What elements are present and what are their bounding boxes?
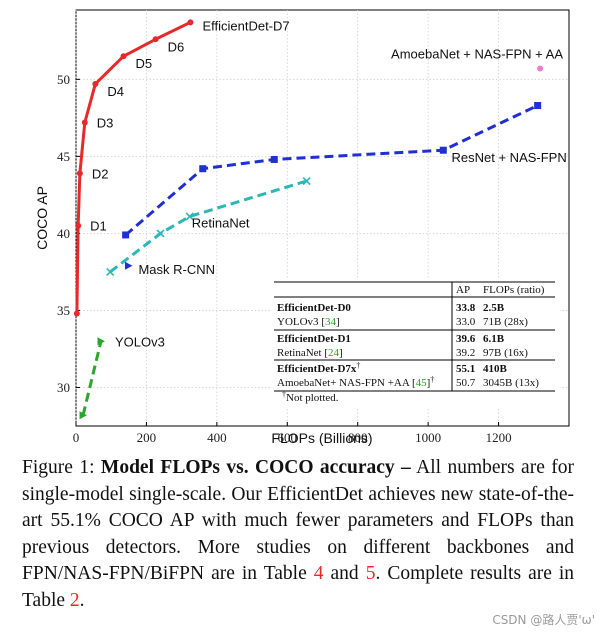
- table-ref-link[interactable]: 4: [313, 563, 324, 584]
- table-row-ap: 39.2: [456, 347, 475, 359]
- series-point: [97, 337, 106, 346]
- x-tick-label: 800: [348, 430, 368, 445]
- table-header-ap: AP: [456, 284, 470, 296]
- x-tick-label: 600: [278, 430, 298, 445]
- series-point: [185, 212, 194, 221]
- y-ticks: 30 35 40 45 50: [57, 72, 80, 395]
- single-point: [537, 65, 544, 72]
- marker-stroke: [156, 229, 165, 238]
- table-row-flops: 6.1B: [483, 333, 505, 345]
- watermark: CSDN @路人贾'ω': [492, 613, 595, 627]
- point-label: D6: [168, 39, 185, 54]
- point-label: Mask R-CNN: [138, 262, 215, 277]
- series-line: [75, 20, 192, 316]
- series-point: [81, 119, 88, 126]
- series-line: [109, 179, 308, 274]
- point-label: AmoebaNet + NAS-FPN + AA: [391, 47, 563, 62]
- table-row-model: EfficientDet-D7x†: [277, 361, 360, 375]
- table-row-model: EfficientDet-D1: [277, 333, 351, 345]
- series-point: [199, 165, 207, 173]
- point-label: D5: [136, 56, 153, 71]
- table-row-flops: 410B: [483, 363, 508, 375]
- caption-end: .: [79, 589, 85, 611]
- point-label: D4: [107, 84, 124, 99]
- point-label: EfficientDet-D7: [202, 18, 289, 33]
- y-tick-label: 35: [57, 303, 70, 318]
- point-label: D2: [92, 166, 109, 181]
- series-point: [92, 80, 99, 87]
- table-row-model: YOLOv3 [34]: [277, 316, 340, 328]
- x-tick-label: 200: [137, 430, 157, 445]
- table-row-ap: 39.6: [456, 333, 476, 345]
- series-point: [75, 222, 82, 229]
- series-point: [534, 102, 542, 110]
- x-tick-label: 400: [207, 430, 227, 445]
- caption-text: All numbers are for single-model single-…: [22, 457, 574, 584]
- table-row-ap: 33.0: [456, 316, 476, 328]
- figure-caption: Figure 1: Model FLOPs vs. COCO accuracy …: [22, 455, 574, 614]
- x-tick-label: 0: [73, 430, 80, 445]
- table-header-flops: FLOPs (ratio): [483, 284, 545, 296]
- y-axis-label: COCO AP: [34, 186, 50, 250]
- series-label: YOLOv3: [115, 334, 165, 349]
- marker-stroke: [302, 176, 311, 186]
- table-row-flops: 97B (16x): [483, 347, 528, 359]
- x-tick-label: 1200: [486, 430, 512, 445]
- point-label: D1: [90, 219, 107, 234]
- series-point: [152, 36, 159, 43]
- marker-stroke: [106, 267, 115, 276]
- table-ref-link[interactable]: 5: [365, 563, 376, 584]
- table-footnote: †Not plotted.: [282, 390, 339, 404]
- table-row-ap: 33.8: [456, 302, 476, 314]
- series-label: ResNet + NAS-FPN: [452, 150, 567, 165]
- x-tick-label: 1000: [415, 430, 441, 445]
- marker-stroke: [185, 212, 194, 221]
- series-label: RetinaNet: [192, 215, 250, 230]
- series-point: [120, 53, 127, 60]
- caption-label: Figure 1:: [22, 457, 95, 478]
- caption-text: . Complete results are in Table: [22, 563, 575, 611]
- inset-table-bg: [270, 279, 560, 408]
- caption-title: Model FLOPs vs. COCO accuracy –: [100, 457, 411, 478]
- series-point: [270, 155, 278, 163]
- series-point: [106, 267, 115, 276]
- series-point: [76, 170, 83, 177]
- y-tick-label: 30: [57, 380, 70, 395]
- table-ref-link[interactable]: 2: [69, 589, 80, 611]
- y-tick-label: 45: [57, 149, 70, 164]
- x-ticks: 0 200 400 600 800 1000 1200: [73, 422, 512, 445]
- labels-layer: D1 D2 D3 D4 D5 D6 EfficientDet-D7 ResNet + NAS-…: [90, 18, 567, 349]
- table-row-flops: 3045B (13x): [483, 377, 539, 389]
- table-row-model: EfficientDet-D0: [277, 302, 351, 314]
- series-point: [439, 146, 447, 154]
- caption-and: and: [330, 563, 359, 584]
- series-point: [187, 19, 194, 26]
- single-point: [124, 261, 133, 270]
- y-tick-label: 50: [57, 72, 70, 87]
- inset-table: AP FLOPs (ratio) EfficientDet-D0 33.8 2.…: [270, 279, 560, 408]
- point-label: D3: [97, 115, 114, 130]
- table-row-flops: 71B (28x): [483, 316, 528, 328]
- series-point: [122, 231, 130, 239]
- series-point: [302, 176, 311, 186]
- table-row-flops: 2.5B: [483, 302, 505, 314]
- table-row-model: AmoebaNet+ NAS-FPN +AA [45]†: [277, 375, 434, 389]
- series-point: [73, 310, 80, 317]
- table-row-ap: 50.7: [456, 377, 476, 389]
- table-row-model: RetinaNet [24]: [277, 347, 343, 359]
- y-tick-label: 40: [57, 226, 70, 241]
- series-point: [156, 229, 165, 238]
- series-point: [79, 411, 88, 420]
- table-row-ap: 55.1: [456, 363, 475, 375]
- x-axis-label: FLOPs (Billions): [271, 430, 372, 446]
- series-line: [81, 340, 103, 416]
- series-layer: [73, 19, 544, 420]
